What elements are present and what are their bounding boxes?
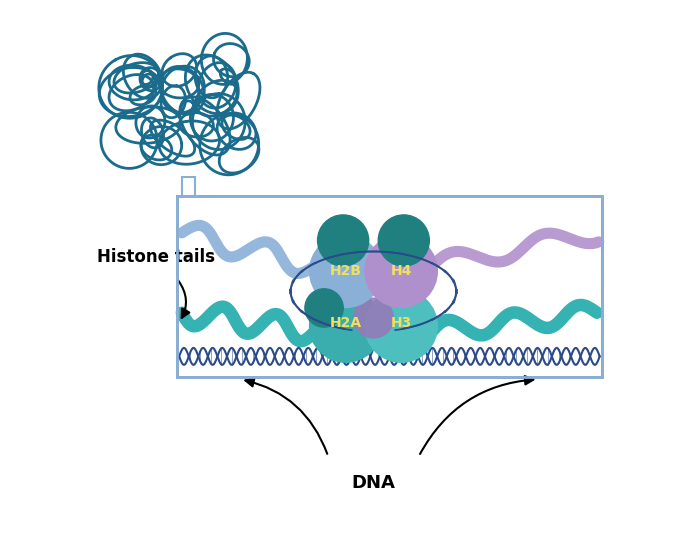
Circle shape (310, 290, 382, 362)
Text: Histone tails: Histone tails (96, 248, 215, 266)
Circle shape (317, 215, 368, 266)
Circle shape (378, 215, 429, 266)
Text: H4: H4 (391, 264, 412, 278)
Bar (177, 196, 603, 377)
Circle shape (305, 289, 343, 327)
Bar (177, 196, 603, 377)
Circle shape (354, 298, 394, 338)
Circle shape (310, 235, 382, 308)
Text: DNA: DNA (352, 474, 396, 492)
Text: H2A: H2A (330, 316, 362, 331)
Circle shape (365, 290, 438, 362)
Circle shape (365, 235, 438, 308)
Text: H3: H3 (391, 316, 412, 331)
Text: H2B: H2B (330, 264, 362, 278)
Bar (182, 177, 195, 196)
